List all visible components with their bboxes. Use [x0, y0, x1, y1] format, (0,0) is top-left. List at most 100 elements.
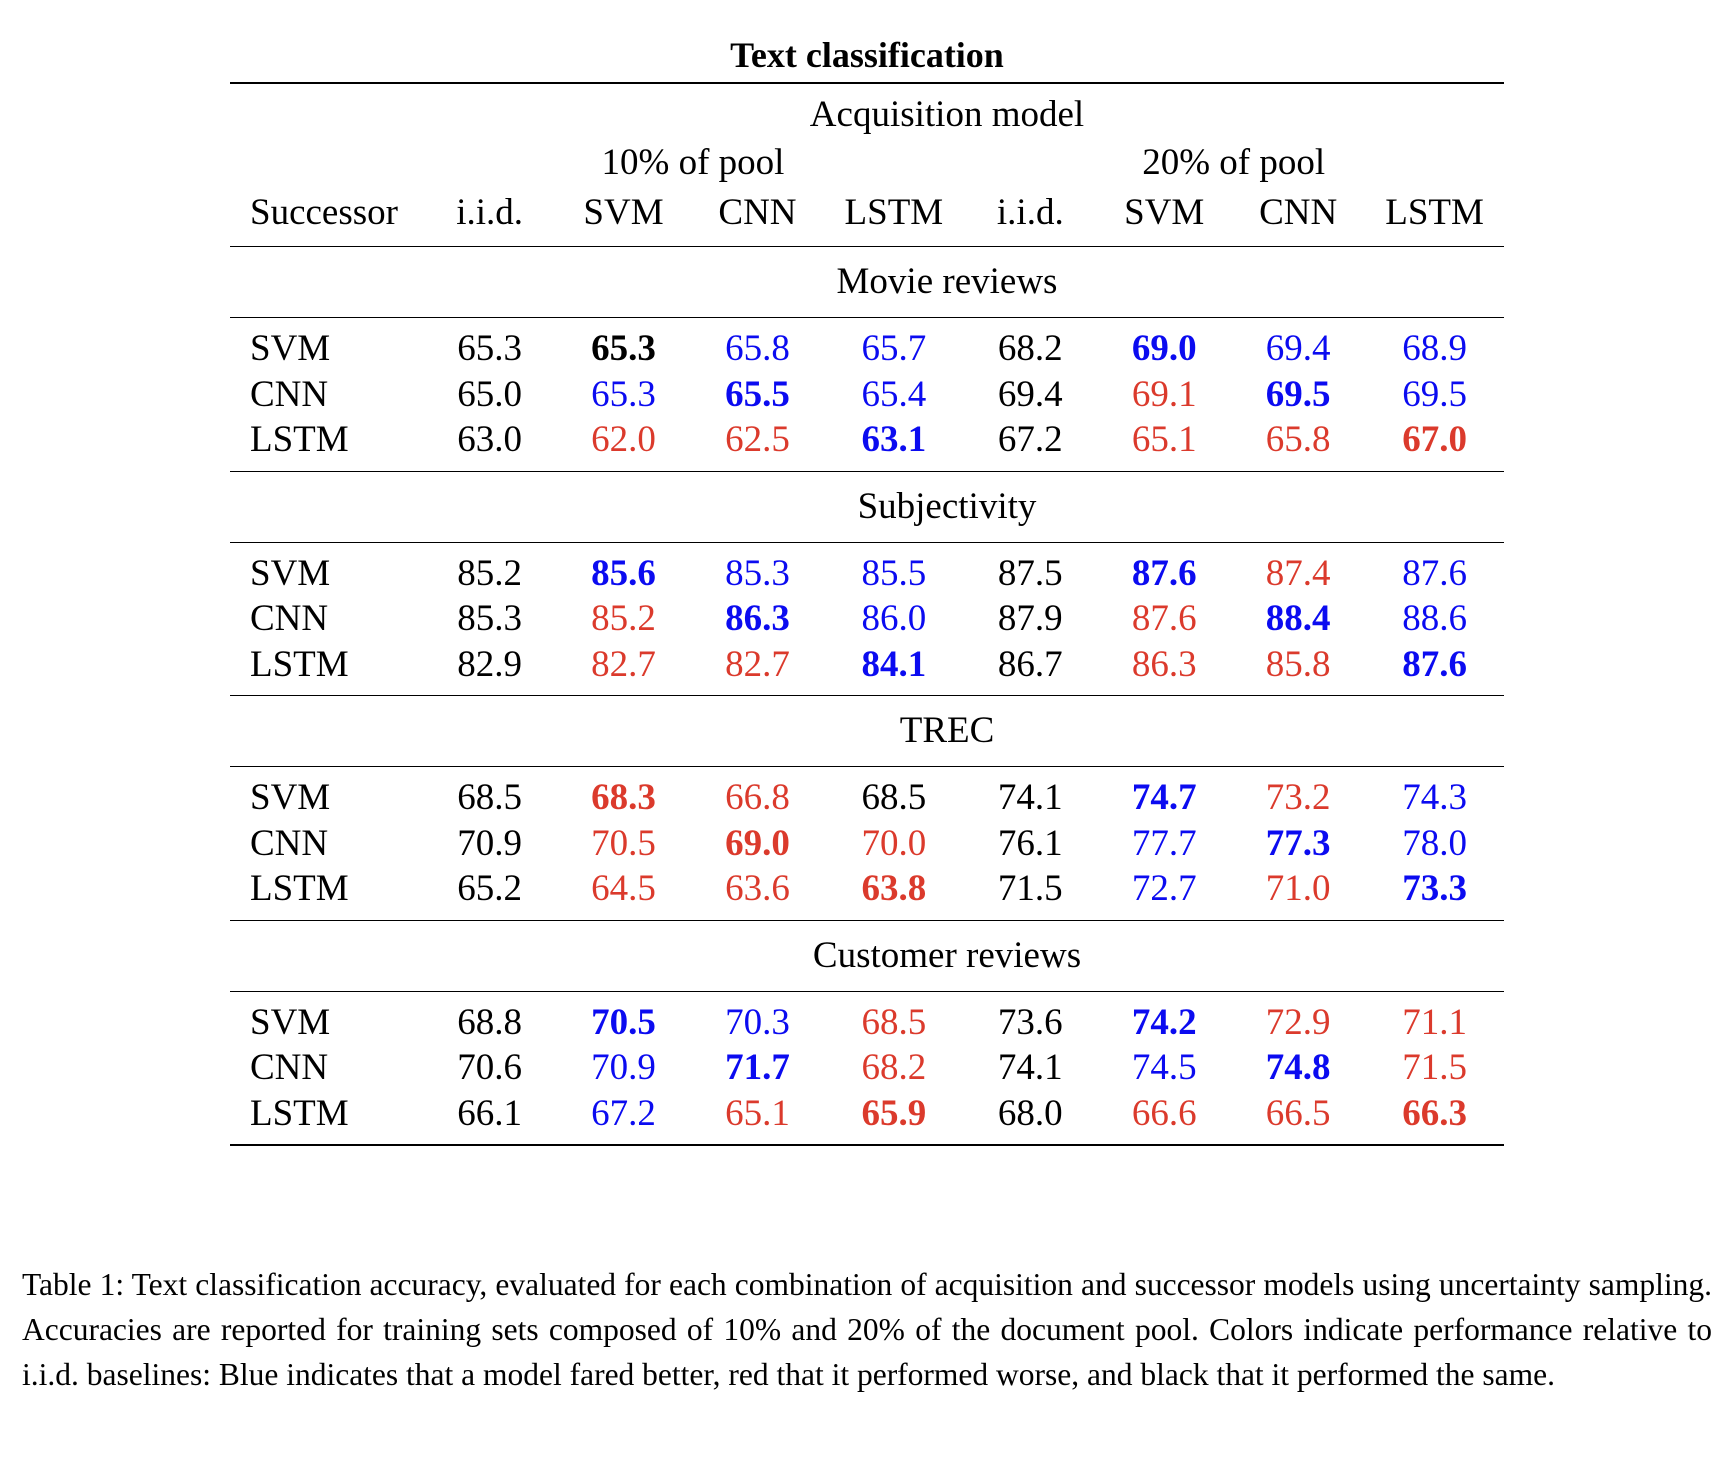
column-header: i.i.d.	[996, 191, 1064, 233]
table-cell: 65.7	[861, 328, 927, 370]
table-cell: 85.3	[457, 598, 522, 640]
table-cell: 73.6	[997, 1001, 1063, 1043]
acquisition-model-header: Acquisition model	[809, 94, 1085, 135]
column-header-row: Successor i.i.d. SVM CNN LSTM i.i.d. SVM CNN LST…	[230, 186, 1504, 238]
table-cell: 77.3	[1265, 822, 1331, 864]
row-label: CNN	[250, 1047, 329, 1089]
table-cell: 85.6	[591, 552, 656, 594]
column-header: SVM	[1124, 191, 1205, 233]
table-cell: 71.5	[997, 868, 1063, 910]
section-title: TREC	[899, 710, 995, 751]
table-cell: 74.2	[1131, 1001, 1197, 1043]
section-title: Movie reviews	[836, 261, 1058, 302]
table-cell: 67.0	[1402, 419, 1467, 461]
table-cell: 65.1	[725, 1092, 790, 1134]
table-cell: 87.6	[1131, 552, 1197, 594]
table-cell: 88.4	[1265, 598, 1331, 640]
table-cell: 74.3	[1402, 777, 1467, 819]
table-row: SVM 65.3 65.3 65.8 65.7 68.2 69.0 69.4 68.9	[230, 326, 1504, 372]
row-label: SVM	[250, 1001, 331, 1043]
table-cell: 66.5	[1265, 1092, 1331, 1134]
table-cell: 73.2	[1265, 777, 1331, 819]
table-cell: 68.5	[457, 777, 522, 819]
table-cell: 86.3	[1131, 643, 1197, 685]
table-cell: 87.6	[1402, 552, 1467, 594]
table-cell: 76.1	[997, 822, 1063, 864]
table-cell: 69.5	[1402, 373, 1467, 415]
table-cell: 74.1	[997, 1047, 1063, 1089]
table-caption: Table 1: Text classification accuracy, e…	[22, 1267, 1712, 1392]
row-label: LSTM	[250, 868, 349, 910]
table-row: CNN 70.9 70.5 69.0 70.0 76.1 77.7 77.3 78.0	[230, 821, 1504, 867]
table-cell: 65.3	[591, 328, 656, 370]
table-row: LSTM 65.2 64.5 63.6 63.8 71.5 72.7 71.0 73.3	[230, 866, 1504, 912]
table-cell: 70.9	[457, 822, 522, 864]
table-cell: 68.2	[861, 1047, 927, 1089]
table-cell: 85.3	[725, 552, 790, 594]
table-body: Movie reviews SVM 65.3 65.3 65.8 65.7 68.2 69.0…	[230, 247, 1504, 1146]
table-cell: 68.2	[997, 328, 1063, 370]
table-cell: 87.9	[997, 598, 1063, 640]
section-end-rule	[230, 919, 1504, 921]
column-header: SVM	[583, 191, 664, 233]
table-cell: 85.8	[1265, 643, 1331, 685]
row-label: CNN	[250, 822, 329, 864]
table-cell: 72.9	[1265, 1001, 1331, 1043]
table-row: LSTM 66.1 67.2 65.1 65.9 68.0 66.6 66.5 66.3	[230, 1091, 1504, 1137]
column-header: LSTM	[844, 191, 944, 233]
table-cell: 65.5	[725, 373, 790, 415]
table-cell: 69.1	[1131, 373, 1197, 415]
table-cell: 74.8	[1265, 1047, 1331, 1089]
table-cell: 63.1	[861, 419, 927, 461]
table-cell: 71.5	[1402, 1047, 1467, 1089]
table-cell: 77.7	[1131, 822, 1197, 864]
table-row: SVM 68.5 68.3 66.8 68.5 74.1 74.7 73.2 74.3	[230, 775, 1504, 821]
table-cell: 66.1	[457, 1092, 522, 1134]
group-10-pct-header: 10% of pool	[601, 141, 785, 183]
row-label: SVM	[250, 777, 331, 819]
table-row: CNN 65.0 65.3 65.5 65.4 69.4 69.1 69.5 69.5	[230, 372, 1504, 418]
table-row: SVM 85.2 85.6 85.3 85.5 87.5 87.6 87.4 87.6	[230, 551, 1504, 597]
table-cell: 74.1	[997, 777, 1063, 819]
table-cell: 68.0	[997, 1092, 1063, 1134]
table-cell: 88.6	[1402, 598, 1467, 640]
table-cell: 69.4	[997, 373, 1063, 415]
table-cell: 71.1	[1402, 1001, 1467, 1043]
table-cell: 74.5	[1131, 1047, 1197, 1089]
bottom-rule	[230, 1144, 1504, 1146]
column-header: Successor	[250, 191, 398, 233]
table-cell: 68.8	[457, 1001, 522, 1043]
column-header: CNN	[1259, 191, 1338, 233]
table-cell: 82.7	[725, 643, 790, 685]
results-table: Text classification Acquisition model 10…	[230, 28, 1504, 1146]
table-cell: 69.5	[1265, 373, 1331, 415]
table-cell: 67.2	[591, 1092, 656, 1134]
table-cell: 86.3	[725, 598, 790, 640]
section-title: Subjectivity	[857, 485, 1037, 527]
table-cell: 72.7	[1131, 868, 1197, 910]
table-cell: 74.7	[1131, 777, 1197, 819]
group-20-pct-header: 20% of pool	[1142, 141, 1326, 183]
table-cell: 63.8	[861, 868, 927, 910]
table-cell: 87.6	[1131, 598, 1197, 640]
table-row: LSTM 82.9 82.7 82.7 84.1 86.7 86.3 85.8 87.6	[230, 642, 1504, 688]
table-cell: 70.5	[591, 1001, 656, 1043]
table-cell: 71.0	[1265, 868, 1331, 910]
table-cell: 86.0	[861, 598, 927, 640]
table-cell: 82.9	[457, 643, 522, 685]
table-cell: 69.4	[1265, 328, 1331, 370]
top-rule	[230, 82, 1504, 84]
table-cell: 66.8	[725, 777, 790, 819]
table-cell: 66.3	[1402, 1092, 1467, 1134]
table-row: LSTM 63.0 62.0 62.5 63.1 67.2 65.1 65.8 67.0	[230, 417, 1504, 463]
table-cell: 70.9	[591, 1047, 656, 1089]
table-cell: 66.6	[1131, 1092, 1197, 1134]
table-cell: 65.4	[861, 373, 927, 415]
table-cell: 65.8	[1265, 419, 1331, 461]
table-title: Text classification	[730, 35, 1004, 75]
section-rule	[230, 766, 1504, 767]
table-cell: 84.1	[861, 643, 927, 685]
table-cell: 62.5	[725, 419, 790, 461]
table-cell: 68.5	[861, 777, 927, 819]
table-cell: 69.0	[725, 822, 790, 864]
